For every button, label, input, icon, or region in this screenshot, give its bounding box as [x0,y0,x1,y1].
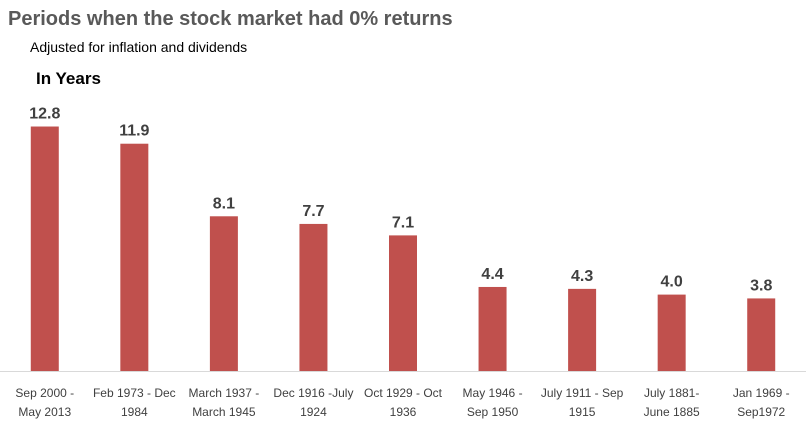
bar-5 [478,286,507,371]
bar-7 [657,294,686,371]
category-label-2-line-0: March 1937 - [189,386,260,400]
bar-2 [209,216,238,371]
bars-group [30,126,776,372]
category-label-7-line-1: June 1885 [644,405,700,419]
category-label-5-line-0: May 1946 - [463,386,523,400]
bar-1 [120,143,149,371]
category-label-4-line-0: Oct 1929 - Oct [364,386,443,400]
category-label-0-line-1: May 2013 [18,405,71,419]
bar-0 [30,126,59,372]
category-label-0-line-0: Sep 2000 - [15,386,74,400]
category-label-1-line-1: 1984 [121,405,148,419]
category-label-8-line-1: Sep1972 [737,405,785,419]
bar-8 [747,298,776,371]
category-label-2-line-1: March 1945 [192,405,256,419]
category-label-3-line-0: Dec 1916 -July [273,386,353,400]
category-label-7-line-0: July 1881- [644,386,699,400]
chart-title: Periods when the stock market had 0% ret… [8,8,453,30]
value-label-3: 7.7 [302,203,324,220]
value-label-4: 7.1 [392,214,414,231]
category-label-6-line-1: 1915 [569,405,596,419]
category-label-1-line-0: Feb 1973 - Dec [93,386,176,400]
category-label-4-line-1: 1936 [390,405,417,419]
value-label-2: 8.1 [213,195,235,212]
value-label-0: 12.8 [29,106,60,123]
bar-3 [299,223,328,371]
value-labels-group: 12.8 11.9 8.1 7.7 7.1 4.4 4.3 4.0 3.8 [29,106,772,295]
unit-label: In Years [36,69,101,88]
chart-subtitle: Adjusted for inflation and dividends [30,39,247,55]
value-label-8: 3.8 [750,277,772,294]
category-label-3-line-1: 1924 [300,405,327,419]
category-label-8-line-0: Jan 1969 - [733,386,790,400]
value-label-6: 4.3 [571,268,593,285]
value-label-7: 4.0 [661,274,683,291]
category-label-6-line-0: July 1911 - Sep [541,386,624,400]
category-labels-group: Sep 2000 - May 2013 Feb 1973 - Dec 1984 Marc… [15,386,789,419]
category-label-5-line-1: Sep 1950 [467,405,519,419]
value-label-1: 11.9 [119,123,149,140]
bar-4 [389,235,417,371]
bar-6 [568,288,597,371]
value-label-5: 4.4 [481,266,503,283]
